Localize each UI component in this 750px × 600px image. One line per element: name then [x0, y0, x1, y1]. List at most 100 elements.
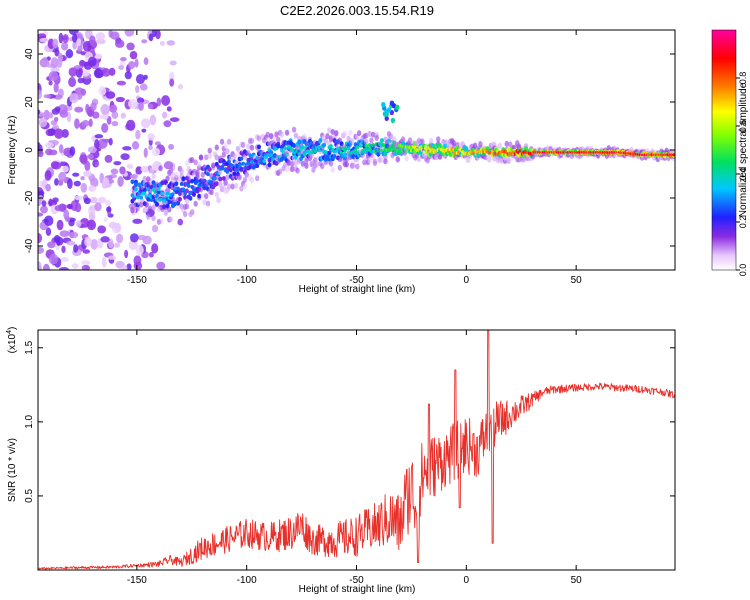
spectrogram-noise-cell	[45, 227, 52, 236]
spectrogram-halo-cell	[184, 160, 190, 167]
figure-title: C2E2.2026.003.15.54.R19	[280, 3, 434, 18]
spectrogram-noise-cell	[161, 111, 168, 119]
spectrogram-halo-cell	[497, 142, 502, 149]
spectrogram-noise-cell	[83, 197, 91, 205]
spectrogram-noise-cell	[82, 40, 92, 52]
spectrogram-noise-cell	[74, 195, 84, 201]
spectrogram-noise-cell	[52, 38, 59, 49]
spectrogram-halo-cell	[204, 154, 209, 161]
spectrogram-noise-cell	[104, 154, 113, 163]
spectrogram-cell	[146, 183, 151, 189]
snr-x-axis: -150 -100 -50 0 50	[127, 330, 582, 586]
snr-ytick-label: 1.5	[24, 340, 35, 354]
spectrogram-core-cell	[346, 146, 351, 151]
spectrogram-noise-cell	[83, 61, 93, 70]
spectrogram-noise-cell	[54, 204, 64, 212]
spectrogram-noise-cell	[149, 114, 157, 126]
spectrogram-core-cell	[329, 144, 333, 149]
spectrogram-noise-cell	[110, 31, 120, 40]
spectrogram-halo-cell	[383, 158, 388, 165]
spectrogram-halo-cell	[344, 156, 350, 163]
spectrogram-halo-cell	[209, 189, 214, 196]
spectrogram-core-cell	[269, 153, 274, 158]
spectrogram-cell	[218, 176, 223, 182]
spectrogram-noise-cell	[72, 40, 78, 50]
spectrogram-halo-cell	[163, 209, 169, 216]
spectrogram-halo-cell	[351, 162, 357, 169]
spectrogram-halo-cell	[404, 155, 409, 162]
spectrogram-noise-cell	[73, 244, 79, 253]
spectrogram-halo-cell	[256, 135, 262, 142]
spectrogram-core-cell	[139, 195, 144, 200]
spectrogram-halo-cell	[158, 165, 163, 172]
spectrogram-cell	[379, 138, 384, 143]
spectrogram-heatmap	[38, 30, 675, 270]
spectrogram-core-cell	[239, 156, 244, 161]
spectrogram-cell	[156, 189, 161, 195]
spectrogram-noise-cell	[69, 93, 79, 104]
spectrogram-noise-cell	[156, 261, 166, 270]
spectrogram-noise-cell	[148, 33, 154, 42]
spectrogram-noise-cell	[44, 170, 52, 181]
spectrogram-halo-cell	[242, 183, 248, 190]
spectrogram-halo-cell	[174, 172, 179, 179]
spectrogram-halo-cell	[499, 158, 504, 165]
spectrogram-halo-cell	[146, 213, 151, 220]
spectrogram-noise-cell	[87, 146, 97, 154]
spectrogram-halo-cell	[327, 127, 332, 134]
spectrogram-cell	[174, 181, 179, 186]
spectrogram-noise-cell	[113, 242, 121, 248]
spectrogram-core-cell	[206, 172, 210, 177]
spectrogram-noise-cell	[38, 33, 47, 39]
spectrogram-halo-cell	[328, 160, 334, 167]
spectrogram-noise-cell	[53, 116, 59, 122]
spectrogram-halo-cell	[284, 129, 290, 136]
spectrogram-noise-cell	[81, 120, 90, 127]
spectrogram-xtick-label: 0	[464, 275, 470, 286]
spectrogram-noise-cell	[78, 67, 84, 76]
spectrogram-noise-cell	[54, 106, 61, 112]
snr-xtick-label: 0	[464, 575, 470, 586]
spectrogram-halo-cell	[225, 174, 230, 181]
spectrogram-noise-cell	[148, 145, 153, 151]
spectrogram-halo-cell	[207, 147, 212, 154]
spectrogram-noise-cell	[50, 57, 59, 69]
spectrogram-noise-cell	[120, 153, 130, 161]
spectrogram-halo-cell	[330, 128, 335, 135]
spectrogram-halo-cell	[133, 173, 139, 180]
spectrogram-side-cell	[384, 115, 389, 122]
spectrogram-side-cell	[395, 104, 400, 110]
spectrogram-core-cell	[241, 161, 245, 166]
spectrogram-halo-cell	[274, 131, 279, 138]
spectrogram-halo-cell	[233, 182, 239, 189]
spectrogram-noise-cell	[81, 260, 91, 266]
spectrogram-noise-cell	[135, 73, 145, 85]
spectrogram-cell	[155, 201, 160, 207]
spectrogram-noise-cell	[119, 166, 126, 175]
spectrogram-halo-cell	[265, 131, 270, 138]
spectrogram-noise-cell	[124, 71, 132, 80]
spectrogram-xtick-label: -100	[237, 275, 257, 286]
spectrogram-halo-cell	[363, 138, 369, 145]
spectrogram-noise-cell	[159, 40, 165, 46]
spectrogram-halo-cell	[291, 126, 297, 133]
spectrogram-cell	[256, 144, 261, 150]
spectrogram-halo-cell	[202, 199, 207, 206]
spectrogram-core-cell	[283, 146, 288, 151]
spectrogram-noise-cell	[75, 220, 82, 228]
spectrogram-xtick-label: 50	[571, 275, 583, 286]
spectrogram-noise-cell	[105, 91, 116, 99]
colorbar: 0.0 0.2 0.4 0.6 0.8 Normalized spectral ampl…	[711, 29, 749, 276]
spectrogram-halo-cell	[151, 173, 156, 180]
spectrogram-noise-cell	[128, 98, 138, 109]
spectrogram-halo-cell	[314, 161, 320, 168]
spectrogram-cell	[292, 143, 297, 148]
spectrogram-noise-cell	[94, 139, 100, 150]
spectrogram-halo-cell	[207, 153, 212, 160]
spectrogram-halo-cell	[395, 156, 400, 163]
spectrogram-halo-cell	[167, 206, 172, 213]
spectrogram-noise-cell	[94, 134, 104, 139]
spectrogram-halo-cell	[295, 167, 300, 174]
spectrogram-noise-cell	[38, 261, 42, 270]
spectrogram-noise-cell	[124, 249, 129, 259]
